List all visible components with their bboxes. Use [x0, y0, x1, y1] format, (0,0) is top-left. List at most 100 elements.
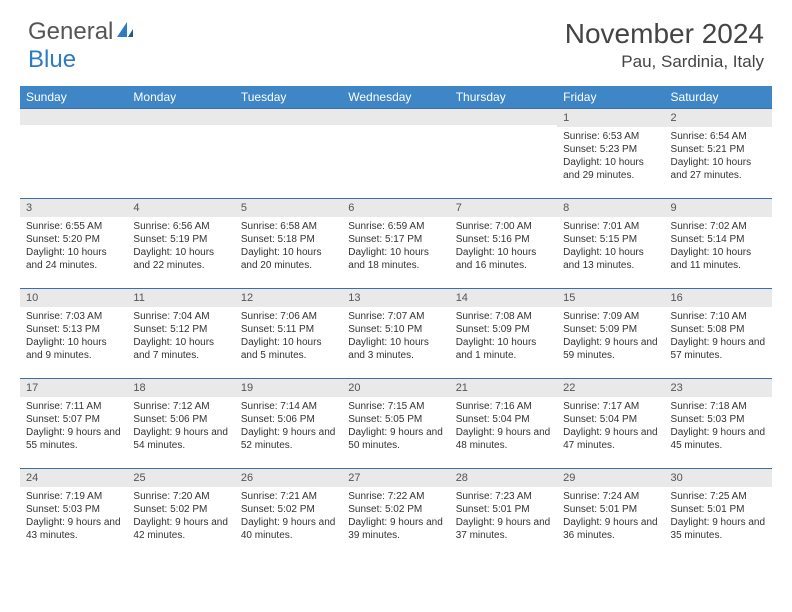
calendar-cell: 21Sunrise: 7:16 AMSunset: 5:04 PMDayligh… — [450, 378, 557, 468]
header: General November 2024 Pau, Sardinia, Ita… — [0, 0, 792, 80]
day-number: 29 — [557, 468, 664, 487]
empty-day — [342, 108, 449, 125]
calendar-cell: 15Sunrise: 7:09 AMSunset: 5:09 PMDayligh… — [557, 288, 664, 378]
logo-text-blue: Blue — [28, 46, 76, 74]
sunrise: Sunrise: 6:59 AM — [348, 220, 443, 233]
daylight: Daylight: 10 hours and 11 minutes. — [671, 246, 766, 272]
calendar-cell — [127, 108, 234, 198]
day-number: 19 — [235, 378, 342, 397]
calendar-cell: 14Sunrise: 7:08 AMSunset: 5:09 PMDayligh… — [450, 288, 557, 378]
month-title: November 2024 — [565, 18, 764, 50]
sunrise: Sunrise: 6:53 AM — [563, 130, 658, 143]
weekday-header: Tuesday — [235, 86, 342, 108]
sunrise: Sunrise: 7:12 AM — [133, 400, 228, 413]
day-number: 30 — [665, 468, 772, 487]
sunrise: Sunrise: 7:23 AM — [456, 490, 551, 503]
calendar-table: SundayMondayTuesdayWednesdayThursdayFrid… — [20, 86, 772, 558]
location: Pau, Sardinia, Italy — [565, 52, 764, 72]
calendar-cell: 8Sunrise: 7:01 AMSunset: 5:15 PMDaylight… — [557, 198, 664, 288]
day-number: 18 — [127, 378, 234, 397]
sunset: Sunset: 5:17 PM — [348, 233, 443, 246]
day-data: Sunrise: 7:01 AMSunset: 5:15 PMDaylight:… — [557, 217, 664, 278]
day-number: 3 — [20, 198, 127, 217]
sunrise: Sunrise: 7:17 AM — [563, 400, 658, 413]
sunset: Sunset: 5:18 PM — [241, 233, 336, 246]
day-number: 13 — [342, 288, 449, 307]
day-number: 16 — [665, 288, 772, 307]
daylight: Daylight: 10 hours and 3 minutes. — [348, 336, 443, 362]
day-number: 10 — [20, 288, 127, 307]
daylight: Daylight: 10 hours and 20 minutes. — [241, 246, 336, 272]
sunset: Sunset: 5:15 PM — [563, 233, 658, 246]
sunrise: Sunrise: 7:08 AM — [456, 310, 551, 323]
calendar-cell: 12Sunrise: 7:06 AMSunset: 5:11 PMDayligh… — [235, 288, 342, 378]
calendar-cell: 20Sunrise: 7:15 AMSunset: 5:05 PMDayligh… — [342, 378, 449, 468]
day-data: Sunrise: 7:04 AMSunset: 5:12 PMDaylight:… — [127, 307, 234, 368]
daylight: Daylight: 9 hours and 57 minutes. — [671, 336, 766, 362]
daylight: Daylight: 9 hours and 35 minutes. — [671, 516, 766, 542]
calendar-cell — [235, 108, 342, 198]
day-data: Sunrise: 6:54 AMSunset: 5:21 PMDaylight:… — [665, 127, 772, 188]
daylight: Daylight: 10 hours and 5 minutes. — [241, 336, 336, 362]
sunrise: Sunrise: 7:22 AM — [348, 490, 443, 503]
sunrise: Sunrise: 7:19 AM — [26, 490, 121, 503]
day-data: Sunrise: 7:23 AMSunset: 5:01 PMDaylight:… — [450, 487, 557, 548]
calendar-cell: 13Sunrise: 7:07 AMSunset: 5:10 PMDayligh… — [342, 288, 449, 378]
weekday-header: Wednesday — [342, 86, 449, 108]
calendar-cell — [20, 108, 127, 198]
day-number: 26 — [235, 468, 342, 487]
calendar-cell: 18Sunrise: 7:12 AMSunset: 5:06 PMDayligh… — [127, 378, 234, 468]
sunset: Sunset: 5:02 PM — [348, 503, 443, 516]
day-data: Sunrise: 7:22 AMSunset: 5:02 PMDaylight:… — [342, 487, 449, 548]
daylight: Daylight: 10 hours and 1 minute. — [456, 336, 551, 362]
sunrise: Sunrise: 7:25 AM — [671, 490, 766, 503]
sunset: Sunset: 5:03 PM — [26, 503, 121, 516]
calendar-week-row: 1 Sunrise: 6:53 AMSunset: 5:23 PMDaylight… — [20, 108, 772, 198]
sunrise: Sunrise: 7:14 AM — [241, 400, 336, 413]
empty-day — [127, 108, 234, 125]
sunrise: Sunrise: 6:55 AM — [26, 220, 121, 233]
sunset: Sunset: 5:08 PM — [671, 323, 766, 336]
day-data: Sunrise: 7:21 AMSunset: 5:02 PMDaylight:… — [235, 487, 342, 548]
sunset: Sunset: 5:21 PM — [671, 143, 766, 156]
calendar-cell: 7Sunrise: 7:00 AMSunset: 5:16 PMDaylight… — [450, 198, 557, 288]
daylight: Daylight: 9 hours and 43 minutes. — [26, 516, 121, 542]
day-data: Sunrise: 7:06 AMSunset: 5:11 PMDaylight:… — [235, 307, 342, 368]
day-number: 22 — [557, 378, 664, 397]
day-number: 2 — [665, 108, 772, 127]
sunset: Sunset: 5:19 PM — [133, 233, 228, 246]
day-number: 24 — [20, 468, 127, 487]
weekday-header: Friday — [557, 86, 664, 108]
sunrise: Sunrise: 7:18 AM — [671, 400, 766, 413]
day-number: 5 — [235, 198, 342, 217]
calendar-cell: 3Sunrise: 6:55 AMSunset: 5:20 PMDaylight… — [20, 198, 127, 288]
day-number: 17 — [20, 378, 127, 397]
day-data: Sunrise: 7:02 AMSunset: 5:14 PMDaylight:… — [665, 217, 772, 278]
calendar-cell — [450, 108, 557, 198]
day-data: Sunrise: 7:15 AMSunset: 5:05 PMDaylight:… — [342, 397, 449, 458]
daylight: Daylight: 9 hours and 54 minutes. — [133, 426, 228, 452]
calendar-cell: 16Sunrise: 7:10 AMSunset: 5:08 PMDayligh… — [665, 288, 772, 378]
day-data: Sunrise: 7:09 AMSunset: 5:09 PMDaylight:… — [557, 307, 664, 368]
day-data: Sunrise: 7:12 AMSunset: 5:06 PMDaylight:… — [127, 397, 234, 458]
calendar-cell: 26Sunrise: 7:21 AMSunset: 5:02 PMDayligh… — [235, 468, 342, 558]
daylight: Daylight: 10 hours and 29 minutes. — [563, 156, 658, 182]
sunset: Sunset: 5:23 PM — [563, 143, 658, 156]
calendar-cell: 28Sunrise: 7:23 AMSunset: 5:01 PMDayligh… — [450, 468, 557, 558]
daylight: Daylight: 9 hours and 36 minutes. — [563, 516, 658, 542]
weekday-header: Monday — [127, 86, 234, 108]
sunrise: Sunrise: 7:03 AM — [26, 310, 121, 323]
sunset: Sunset: 5:01 PM — [563, 503, 658, 516]
sunrise: Sunrise: 7:24 AM — [563, 490, 658, 503]
sunset: Sunset: 5:14 PM — [671, 233, 766, 246]
sunset: Sunset: 5:06 PM — [133, 413, 228, 426]
day-data: Sunrise: 7:18 AMSunset: 5:03 PMDaylight:… — [665, 397, 772, 458]
empty-day — [450, 108, 557, 125]
calendar-cell: 17Sunrise: 7:11 AMSunset: 5:07 PMDayligh… — [20, 378, 127, 468]
daylight: Daylight: 9 hours and 50 minutes. — [348, 426, 443, 452]
weekday-header-row: SundayMondayTuesdayWednesdayThursdayFrid… — [20, 86, 772, 108]
day-number: 1 — [557, 108, 664, 127]
day-number: 6 — [342, 198, 449, 217]
daylight: Daylight: 9 hours and 47 minutes. — [563, 426, 658, 452]
sunset: Sunset: 5:10 PM — [348, 323, 443, 336]
